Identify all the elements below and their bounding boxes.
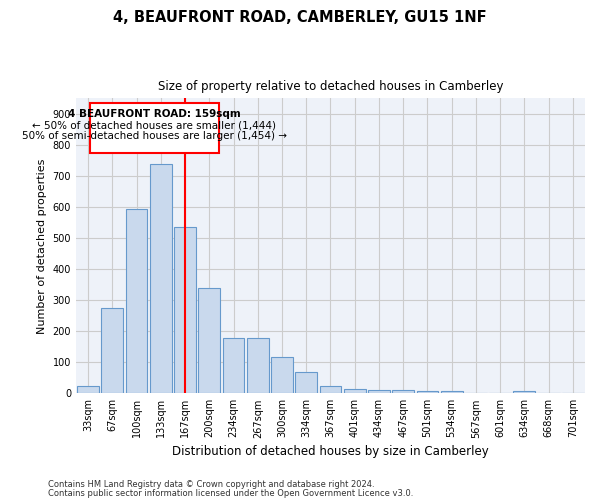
Bar (125, 208, 148, 394)
Bar (392, 390, 414, 394)
Text: Contains public sector information licensed under the Open Government Licence v3: Contains public sector information licen… (48, 488, 413, 498)
Bar (174, 227, 196, 394)
Bar (77, 386, 99, 394)
Title: Size of property relative to detached houses in Camberley: Size of property relative to detached ho… (158, 80, 503, 93)
Bar (199, 288, 220, 394)
Text: ← 50% of detached houses are smaller (1,444): ← 50% of detached houses are smaller (1,… (32, 120, 276, 130)
Text: 4 BEAUFRONT ROAD: 159sqm: 4 BEAUFRONT ROAD: 159sqm (68, 109, 241, 119)
Y-axis label: Number of detached properties: Number of detached properties (37, 158, 47, 334)
Bar (150, 164, 172, 394)
Bar (368, 390, 390, 394)
Text: Contains HM Land Registry data © Crown copyright and database right 2024.: Contains HM Land Registry data © Crown c… (48, 480, 374, 489)
Bar (416, 390, 439, 394)
Bar (271, 356, 293, 394)
Text: 50% of semi-detached houses are larger (1,454) →: 50% of semi-detached houses are larger (… (22, 131, 287, 141)
X-axis label: Distribution of detached houses by size in Camberley: Distribution of detached houses by size … (172, 444, 489, 458)
Bar (223, 338, 244, 394)
Bar (295, 372, 317, 394)
Bar (514, 391, 535, 394)
FancyBboxPatch shape (90, 103, 218, 152)
Bar (101, 308, 123, 394)
Bar (320, 386, 341, 394)
Text: 4, BEAUFRONT ROAD, CAMBERLEY, GU15 1NF: 4, BEAUFRONT ROAD, CAMBERLEY, GU15 1NF (113, 10, 487, 25)
Bar (441, 391, 463, 394)
Bar (247, 338, 269, 394)
Bar (344, 388, 365, 394)
